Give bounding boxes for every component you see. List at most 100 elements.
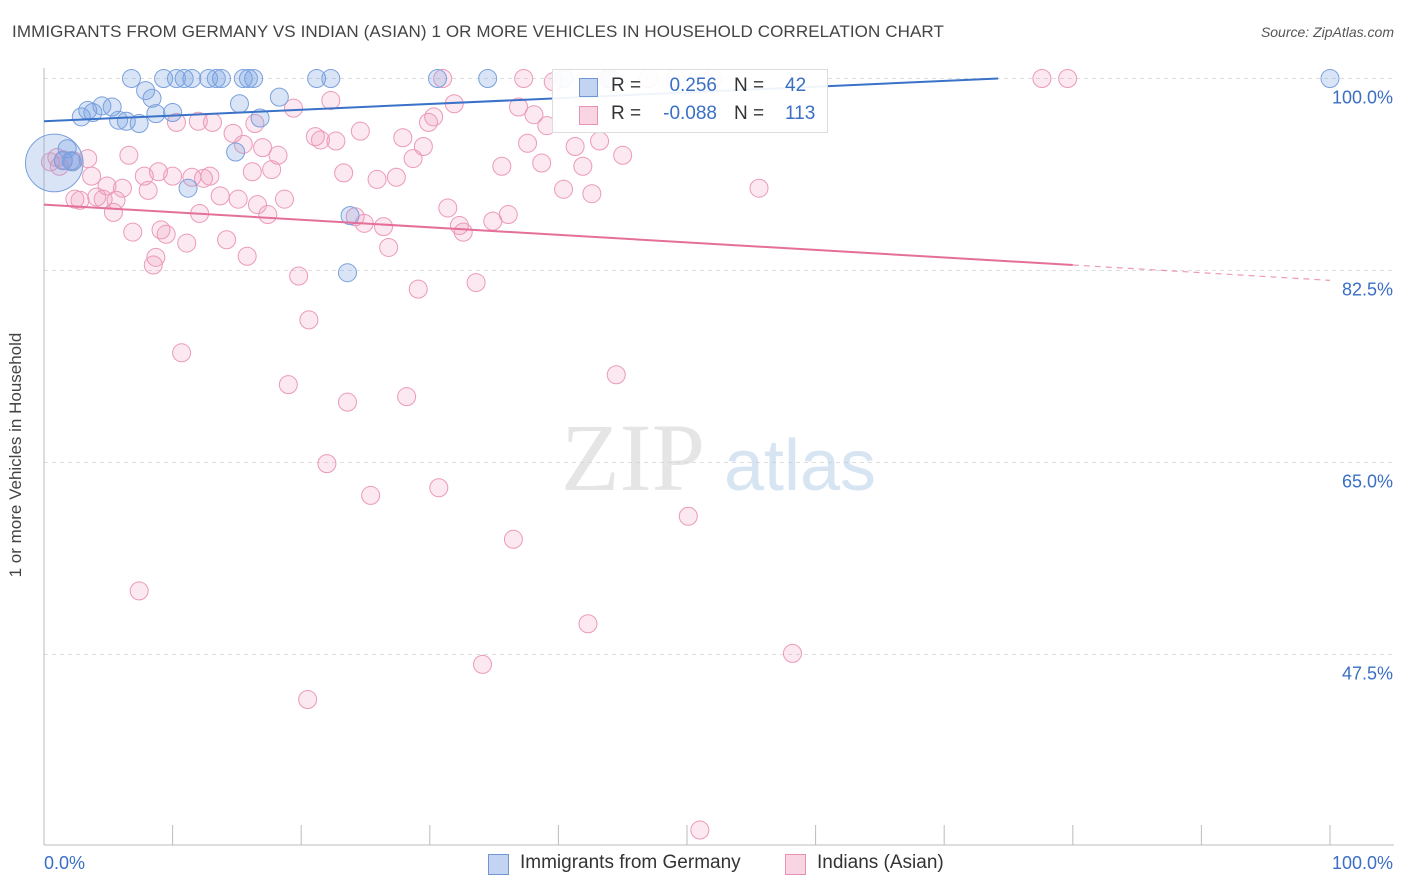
indian-point-66[interactable] [403, 149, 423, 169]
indian-point-100[interactable] [690, 820, 710, 840]
germany-point-25[interactable] [226, 142, 246, 162]
indian-point-76[interactable] [453, 222, 473, 242]
germany-point-13[interactable] [136, 81, 156, 101]
indian-point-17[interactable] [134, 166, 154, 186]
indian-point-24[interactable] [166, 112, 186, 132]
indian-point-39[interactable] [247, 195, 267, 215]
indian-point-7[interactable] [82, 166, 102, 186]
germany-point-17[interactable] [163, 103, 183, 123]
germany-point-27[interactable] [250, 108, 270, 128]
indian-point-45[interactable] [278, 375, 298, 395]
indian-point-20[interactable] [146, 247, 166, 267]
indian-point-91[interactable] [573, 156, 593, 176]
germany-point-7[interactable] [92, 96, 112, 116]
indian-point-85[interactable] [524, 105, 544, 125]
indian-point-14[interactable] [119, 145, 139, 165]
indian-point-93[interactable] [582, 184, 602, 204]
indian-point-82[interactable] [509, 97, 529, 117]
indian-point-99[interactable] [678, 506, 698, 526]
indian-point-13[interactable] [112, 178, 132, 198]
indian-point-32[interactable] [210, 186, 230, 206]
indian-point-70[interactable] [424, 107, 444, 127]
indian-point-73[interactable] [438, 198, 458, 218]
germany-point-34[interactable] [428, 69, 448, 88]
indian-point-97[interactable] [613, 145, 633, 165]
indian-point-69[interactable] [419, 112, 439, 132]
indian-point-68[interactable] [413, 137, 433, 157]
indian-point-50[interactable] [310, 130, 330, 150]
indian-point-57[interactable] [350, 121, 370, 141]
indian-point-62[interactable] [379, 237, 399, 257]
indian-point-86[interactable] [532, 153, 552, 173]
indian-point-37[interactable] [237, 246, 257, 266]
germany-point-39[interactable] [61, 151, 81, 171]
indian-point-19[interactable] [143, 255, 163, 275]
indian-point-33[interactable] [217, 230, 237, 250]
indian-point-110[interactable] [188, 111, 208, 131]
germany-point-24[interactable] [233, 69, 253, 88]
germany-point-22[interactable] [211, 69, 231, 88]
germany-point-28[interactable] [269, 87, 289, 107]
indian-point-64[interactable] [393, 128, 413, 148]
indian-point-10[interactable] [97, 176, 117, 196]
indian-point-46[interactable] [283, 98, 303, 118]
germany-point-15[interactable] [146, 104, 166, 124]
indian-point-63[interactable] [386, 167, 406, 187]
indian-point-26[interactable] [177, 233, 197, 253]
germany-point-9[interactable] [109, 110, 129, 130]
indian-point-71[interactable] [429, 478, 449, 498]
indian-point-65[interactable] [397, 387, 417, 407]
indian-point-48[interactable] [299, 310, 319, 330]
germany-point-29[interactable] [238, 69, 258, 88]
germany-point-38[interactable] [1320, 69, 1340, 88]
germany-point-26[interactable] [244, 69, 264, 88]
indian-point-81[interactable] [503, 529, 523, 549]
indian-point-15[interactable] [123, 222, 143, 242]
indian-point-79[interactable] [492, 156, 512, 176]
indian-point-49[interactable] [305, 127, 325, 147]
indian-point-53[interactable] [326, 131, 346, 151]
indian-point-109[interactable] [148, 162, 168, 182]
indian-point-112[interactable] [245, 113, 265, 133]
indian-point-80[interactable] [498, 205, 518, 225]
indian-point-42[interactable] [262, 160, 282, 180]
indian-point-107[interactable] [298, 689, 318, 709]
germany-point-14[interactable] [142, 88, 162, 108]
indian-point-92[interactable] [578, 614, 598, 634]
indian-point-55[interactable] [337, 392, 357, 412]
indian-point-104[interactable] [1032, 69, 1052, 88]
germany-point-11[interactable] [129, 113, 149, 133]
germany-point-19[interactable] [174, 69, 194, 88]
indian-point-22[interactable] [156, 224, 176, 244]
indian-point-94[interactable] [590, 131, 610, 151]
indian-point-61[interactable] [374, 217, 394, 237]
indian-point-52[interactable] [321, 90, 341, 110]
indian-point-51[interactable] [317, 454, 337, 474]
germany-point-41[interactable] [206, 69, 226, 88]
indian-point-16[interactable] [129, 581, 149, 601]
indian-point-103[interactable] [782, 643, 802, 663]
germany-point-18[interactable] [166, 69, 186, 88]
indian-point-18[interactable] [138, 180, 158, 200]
indian-point-23[interactable] [163, 166, 183, 186]
indian-point-43[interactable] [268, 145, 288, 165]
indian-point-59[interactable] [361, 485, 381, 505]
indian-point-54[interactable] [334, 163, 354, 183]
indian-point-72[interactable] [433, 69, 453, 88]
germany-point-23[interactable] [229, 94, 249, 114]
indian-point-90[interactable] [565, 137, 585, 157]
indian-point-36[interactable] [233, 134, 253, 154]
indian-point-77[interactable] [466, 273, 486, 293]
germany-point-31[interactable] [321, 69, 341, 88]
indian-point-30[interactable] [200, 166, 220, 186]
indian-point-35[interactable] [228, 189, 248, 209]
germany-point-35[interactable] [478, 69, 498, 88]
indian-point-38[interactable] [242, 162, 262, 182]
indian-point-44[interactable] [274, 189, 294, 209]
indian-point-41[interactable] [258, 205, 278, 225]
indian-point-5[interactable] [70, 190, 90, 210]
indian-point-96[interactable] [606, 365, 626, 385]
germany-point-12[interactable] [121, 69, 141, 88]
indian-point-106[interactable] [473, 654, 493, 674]
germany-point-30[interactable] [307, 69, 327, 88]
